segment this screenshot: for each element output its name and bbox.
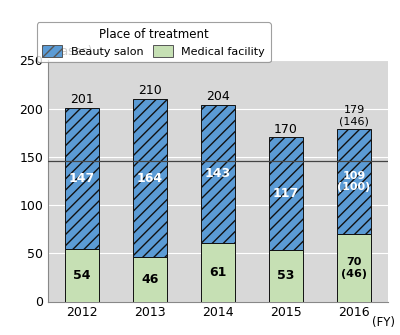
- Bar: [133, 257, 167, 302]
- Text: (FY): (FY): [372, 316, 395, 329]
- Text: 70
(46): 70 (46): [341, 257, 367, 278]
- Bar: [65, 108, 99, 249]
- Text: 170: 170: [274, 123, 298, 136]
- Bar: [337, 234, 371, 302]
- Text: (Cases): (Cases): [48, 45, 92, 58]
- Text: 143: 143: [205, 167, 231, 180]
- Text: 53: 53: [277, 269, 295, 282]
- Text: 201: 201: [70, 93, 94, 106]
- Text: 54: 54: [73, 269, 91, 282]
- Bar: [133, 99, 167, 257]
- Text: 164: 164: [137, 172, 163, 185]
- Bar: [269, 250, 303, 302]
- Bar: [337, 129, 371, 234]
- Bar: [269, 137, 303, 250]
- Bar: [201, 243, 235, 302]
- Text: 210: 210: [138, 84, 162, 97]
- Text: 46: 46: [141, 273, 159, 286]
- Text: 204: 204: [206, 90, 230, 103]
- Legend: Beauty salon, Medical facility: Beauty salon, Medical facility: [36, 22, 271, 62]
- Text: 109
(100): 109 (100): [337, 171, 371, 192]
- Text: 147: 147: [69, 172, 95, 185]
- Text: 117: 117: [273, 187, 299, 200]
- Bar: [65, 249, 99, 302]
- Text: 61: 61: [209, 266, 227, 279]
- Text: 179
(146): 179 (146): [339, 105, 369, 127]
- Bar: [201, 105, 235, 243]
